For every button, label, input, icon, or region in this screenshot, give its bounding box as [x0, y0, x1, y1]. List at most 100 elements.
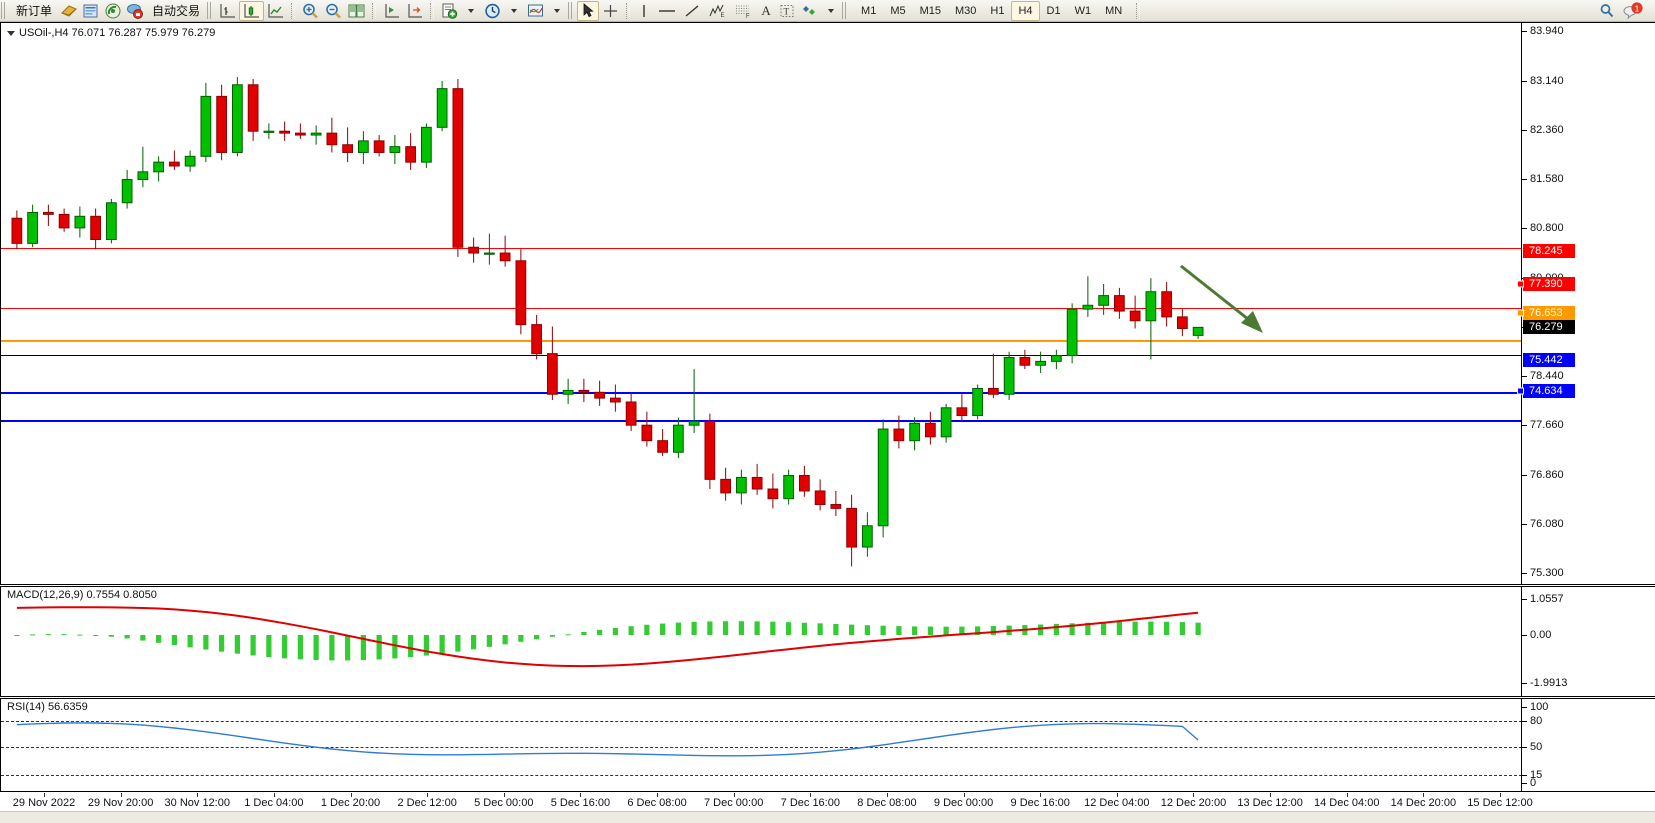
- signal-icon[interactable]: [102, 1, 124, 21]
- resistance-78245-tag[interactable]: 78.245: [1523, 244, 1575, 259]
- time-axis-tick: [427, 793, 429, 797]
- candle-body: [672, 424, 684, 453]
- new-order-button[interactable]: 新订单: [10, 1, 58, 21]
- horizontal-line-icon[interactable]: [654, 1, 680, 21]
- bar-chart-icon[interactable]: [216, 1, 239, 21]
- rsi-axis[interactable]: 100 80 50 15 0: [1521, 698, 1655, 792]
- macd-pane[interactable]: MACD(12,26,9) 0.7554 0.8050: [0, 586, 1521, 697]
- candle-body: [814, 490, 826, 505]
- timeframe-m15[interactable]: M15: [919, 4, 941, 17]
- timeframe-h4[interactable]: H4: [1011, 0, 1040, 21]
- macd-axis[interactable]: 1.0557 0.00 -1.9913: [1521, 586, 1655, 697]
- shift-end-icon[interactable]: [380, 1, 403, 21]
- candle-body: [609, 397, 621, 403]
- candle-body: [420, 126, 432, 163]
- macd-histogram-bar: [140, 635, 146, 641]
- candle-body: [546, 353, 558, 395]
- new-chart-dropdown-arrow[interactable]: [461, 1, 481, 21]
- toolbar-grip-4[interactable]: [842, 2, 849, 19]
- objects-dropdown-arrow[interactable]: [821, 1, 841, 21]
- candle-body: [641, 424, 653, 442]
- toolbar-grip-3[interactable]: [568, 2, 575, 19]
- trendline-icon[interactable]: [680, 1, 704, 21]
- zoom-out-icon[interactable]: [322, 1, 345, 21]
- candle-body: [1161, 291, 1173, 318]
- fibonacci-icon[interactable]: F: [730, 1, 756, 21]
- toolbar-grip-2[interactable]: [207, 2, 214, 19]
- candle-body: [1066, 308, 1078, 357]
- time-axis-label: 7 Dec 16:00: [780, 797, 840, 809]
- time-axis-label: 6 Dec 08:00: [627, 797, 687, 809]
- zoom-in-icon[interactable]: [299, 1, 322, 21]
- clock-dropdown-arrow[interactable]: [504, 1, 524, 21]
- pivot-76653-tag[interactable]: 76.653: [1517, 305, 1575, 320]
- macd-histogram-bar: [675, 622, 681, 635]
- indicators-icon[interactable]: [524, 1, 547, 21]
- support-75442-tag[interactable]: 75.442: [1523, 352, 1575, 367]
- time-axis[interactable]: 29 Nov 2022 29 Nov 20:00 30 Nov 12:00 1 Dec…: [0, 793, 1655, 811]
- candle-body: [357, 140, 369, 153]
- timeframe-m30[interactable]: M30: [955, 4, 977, 17]
- symbol-caption[interactable]: USOil-,H4 76.071 76.287 75.979 76.279: [7, 27, 215, 39]
- chevron-down-icon[interactable]: [7, 30, 15, 36]
- text-label-icon[interactable]: T: [776, 1, 798, 21]
- price-axis[interactable]: 83.94083.14082.36081.58080.80080.00079.2…: [1517, 22, 1655, 823]
- cursor-icon[interactable]: [577, 0, 600, 21]
- toolbar-separator-3: [430, 2, 435, 19]
- autotrading-button[interactable]: 自动交易: [146, 1, 206, 21]
- timeframe-m5[interactable]: M5: [890, 4, 906, 17]
- clock-icon[interactable]: [481, 1, 504, 21]
- macd-histogram-bar: [959, 626, 965, 635]
- search-icon[interactable]: [1595, 1, 1619, 21]
- drag-handle[interactable]: [1517, 280, 1524, 288]
- new-order-icon[interactable]: [58, 1, 80, 21]
- rsi-axis-label: 80: [1530, 715, 1543, 727]
- timeframe-m1[interactable]: M1: [861, 4, 877, 17]
- macd-histogram-bar: [1148, 621, 1154, 635]
- timeframe-w1[interactable]: W1: [1074, 4, 1092, 17]
- autotrading-icon[interactable]: [124, 1, 146, 21]
- candle-body: [846, 507, 858, 548]
- macd-histogram-bar: [644, 624, 650, 635]
- level-line-77390[interactable]: [1, 308, 1522, 309]
- macd-histogram-bar: [486, 635, 492, 647]
- rsi-level-80: [1, 721, 1522, 722]
- price-axis-label: 78.440: [1530, 370, 1564, 382]
- time-axis-tick: [1346, 793, 1348, 797]
- resistance-77390-tag[interactable]: 77.390: [1517, 277, 1575, 292]
- horizontal-scrollbar[interactable]: [0, 811, 1655, 823]
- candle-body: [972, 387, 984, 417]
- terminal-icon[interactable]: [80, 1, 102, 21]
- chart-area[interactable]: USOil-,H4 76.071 76.287 75.979 76.279 83: [0, 22, 1655, 823]
- level-line-76279[interactable]: [1, 355, 1522, 356]
- new-chart-icon[interactable]: [438, 1, 461, 21]
- indicators-dropdown-arrow[interactable]: [547, 1, 567, 21]
- candle-body: [625, 401, 637, 426]
- elliott-wave-icon[interactable]: E: [704, 1, 730, 21]
- text-icon[interactable]: A: [761, 2, 771, 18]
- level-line-74634[interactable]: [1, 420, 1522, 422]
- alerts-icon[interactable]: 1: [1619, 1, 1647, 21]
- level-line-75442[interactable]: [1, 392, 1522, 394]
- current-price-76279-tag[interactable]: 76.279: [1523, 320, 1575, 335]
- timeframe-mn[interactable]: MN: [1105, 4, 1123, 17]
- line-chart-icon[interactable]: [264, 1, 287, 21]
- timeframe-d1[interactable]: D1: [1046, 4, 1061, 17]
- rsi-pane[interactable]: RSI(14) 56.6359: [0, 698, 1522, 792]
- support-74634-tag[interactable]: 74.634: [1517, 383, 1575, 398]
- autoscroll-icon[interactable]: [403, 1, 426, 21]
- crosshair-icon[interactable]: [599, 1, 622, 21]
- drag-handle[interactable]: [1517, 387, 1524, 395]
- level-line-76653[interactable]: [1, 340, 1522, 342]
- tile-windows-icon[interactable]: [345, 1, 368, 21]
- drag-handle[interactable]: [1517, 309, 1524, 317]
- vertical-line-icon[interactable]: [634, 1, 654, 21]
- time-axis-tick: [733, 793, 735, 797]
- candlestick-chart-icon[interactable]: [239, 0, 265, 21]
- level-line-78245[interactable]: [1, 248, 1522, 249]
- toolbar-grip[interactable]: [1, 2, 7, 19]
- timeframe-h1[interactable]: H1: [990, 4, 1005, 17]
- objects-icon[interactable]: [798, 1, 821, 21]
- price-pane[interactable]: USOil-,H4 76.071 76.287 75.979 76.279: [0, 22, 1522, 585]
- time-axis-label: 5 Dec 00:00: [474, 797, 534, 809]
